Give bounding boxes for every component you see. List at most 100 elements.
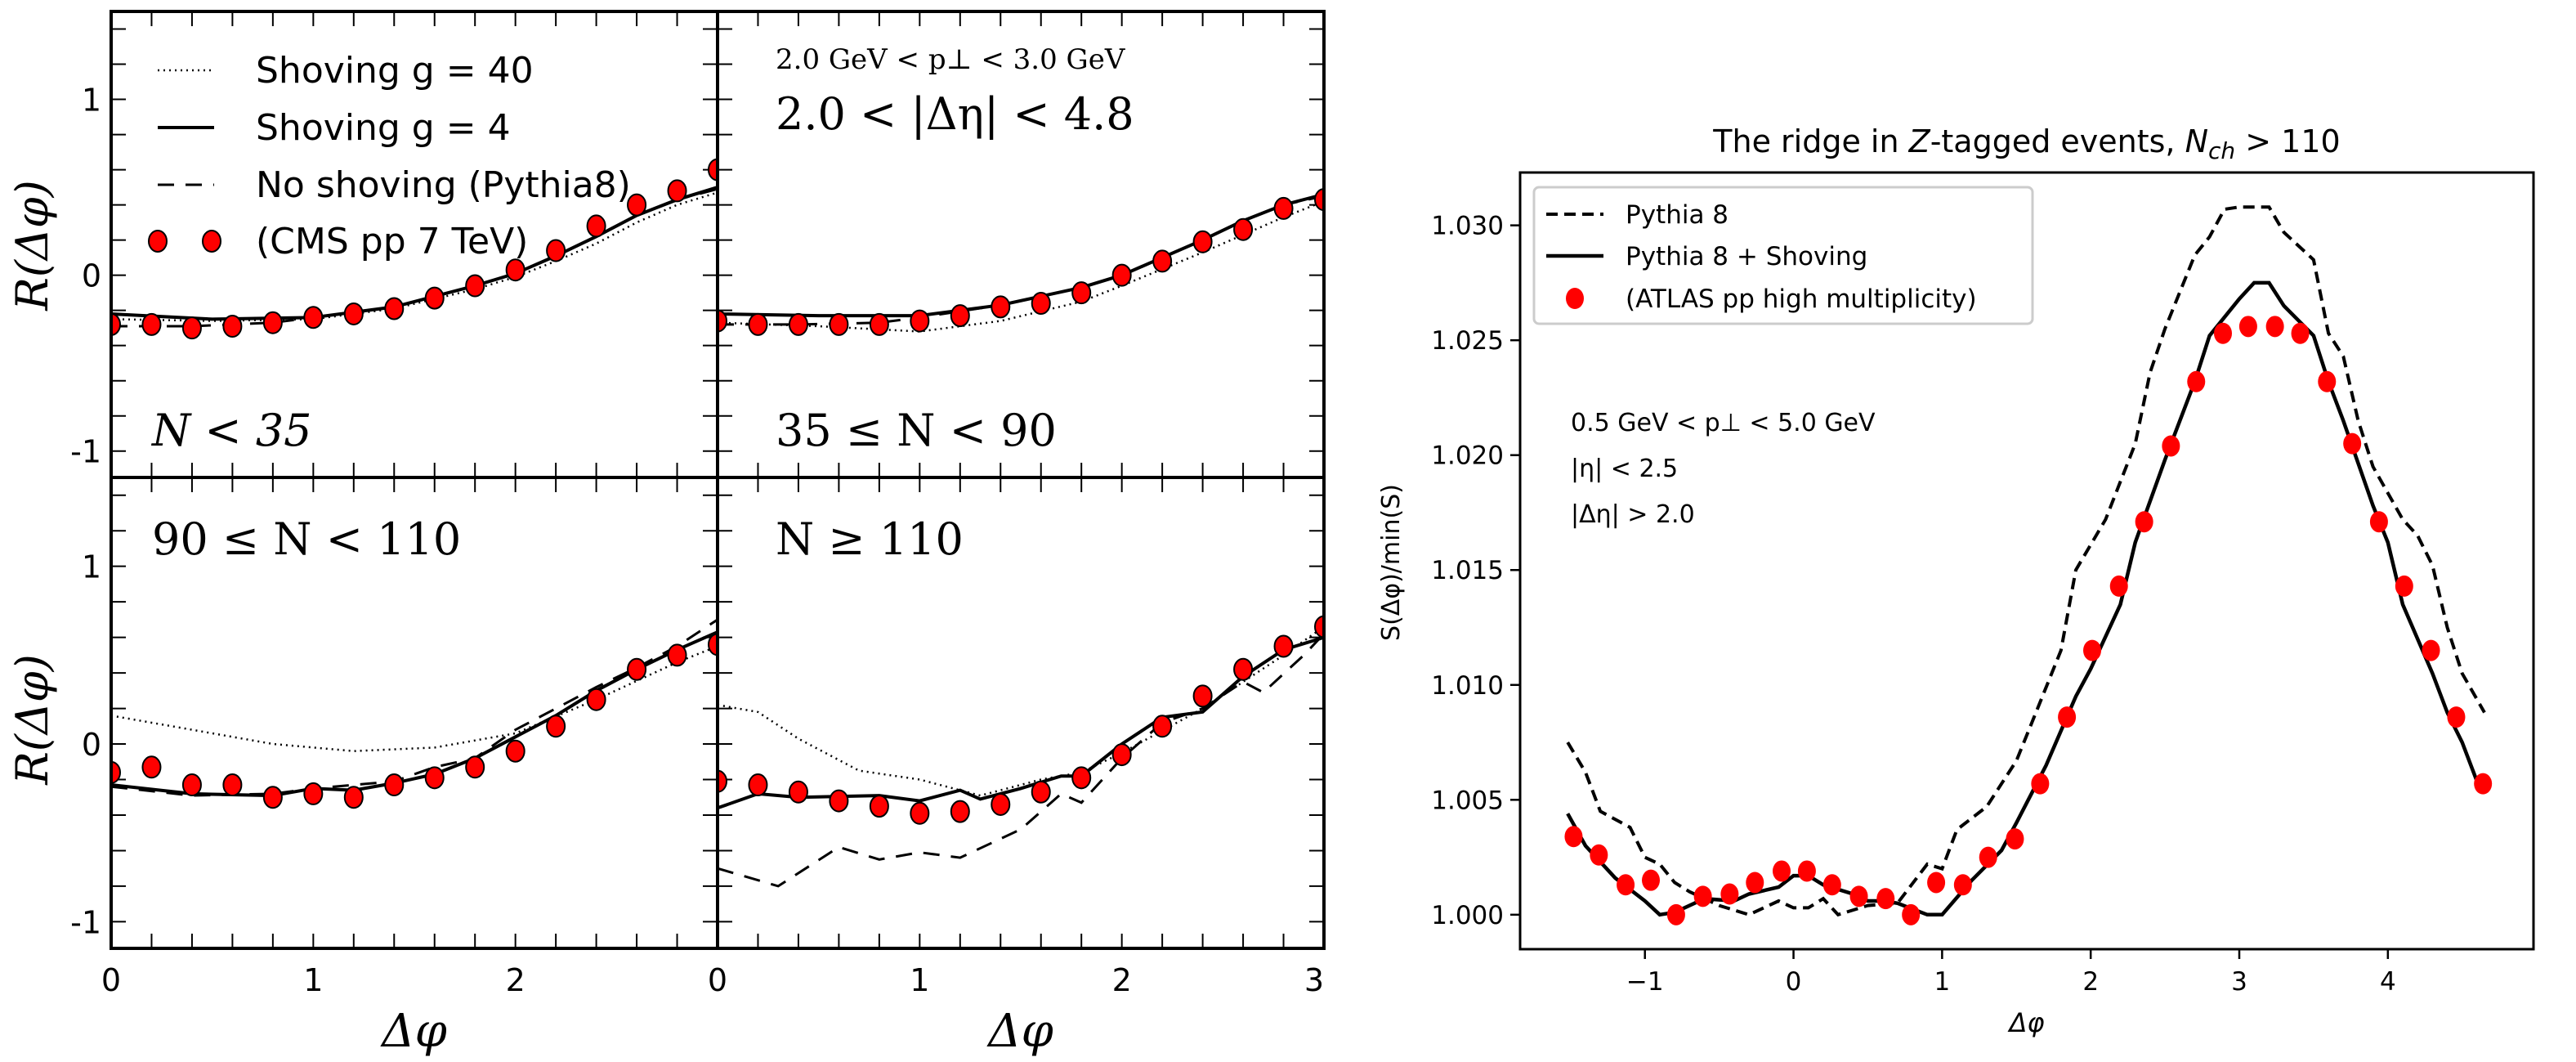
atlas-data-point: [2238, 316, 2257, 338]
atlas-data-point: [1979, 846, 1997, 868]
cms-data-point: [869, 795, 889, 818]
cms-data-point: [991, 295, 1011, 319]
cms-data-point: [303, 782, 324, 805]
cms-data-point: [222, 315, 243, 338]
cms-data-point: [384, 297, 405, 320]
x-tick-label: 3: [2231, 967, 2247, 997]
right-xlabel: Δφ: [2007, 1007, 2045, 1038]
atlas-data-point: [2058, 706, 2077, 728]
cms-data-point: [1233, 217, 1254, 241]
y-tick-label: 0: [82, 258, 101, 294]
annotation-pt: 0.5 GeV < p⊥ < 5.0 GeV: [1571, 409, 1876, 437]
cms-data-point: [262, 311, 283, 334]
legend-label-g4: Shoving g = 4: [256, 107, 511, 149]
cms-data-point: [829, 312, 849, 336]
cms-data-point: [343, 302, 364, 325]
annotation-eta: |η| < 2.5: [1571, 455, 1678, 483]
cms-data-point: [262, 786, 283, 809]
left-xlabel-left: Δφ: [380, 1005, 447, 1058]
atlas-data-point: [2162, 435, 2180, 457]
legend-label-g40: Shoving g = 40: [256, 50, 534, 92]
x-tick-label: 2: [506, 962, 525, 998]
series-shoving-g40: [718, 625, 1324, 797]
cms-data-point: [1273, 196, 1294, 220]
cms-data-point: [465, 755, 485, 779]
cms-data-point: [586, 214, 606, 238]
atlas-data-point: [1797, 860, 1816, 882]
x-tick-label: 0: [708, 962, 727, 998]
atlas-data-point: [2031, 773, 2050, 795]
y-tick-label: 1.030: [1431, 212, 1504, 241]
right-title: The ridge in Z-tagged events, Nch > 110: [1712, 123, 2340, 164]
panel-plot-area: [111, 618, 718, 809]
atlas-data-point: [1746, 872, 1764, 894]
series-no-shoving: [718, 633, 1324, 888]
plot-frame: [1518, 171, 2535, 951]
pt-cut-annotation: 2.0 GeV < p⊥ < 3.0 GeV: [776, 43, 1126, 76]
series-shoving-g40: [111, 645, 718, 752]
legend-label-atlas: (ATLAS pp high multiplicity): [1626, 285, 1977, 314]
cms-data-point: [991, 792, 1011, 816]
x-tick-label: 3: [1304, 962, 1324, 998]
atlas-data-point: [1617, 874, 1635, 896]
y-tick-label: 1.020: [1431, 441, 1504, 471]
cms-data-point: [1314, 188, 1324, 212]
cms-data-point: [1071, 766, 1092, 790]
atlas-data-point: [2318, 370, 2337, 392]
x-tick-label: −1: [1626, 967, 1664, 997]
cms-data-point: [788, 312, 808, 336]
cms-data-point: [343, 786, 364, 809]
atlas-data-point: [2422, 639, 2440, 661]
left-xlabel-right: Δφ: [986, 1005, 1053, 1058]
panel-plot-area: [111, 158, 718, 340]
atlas-data-point: [2109, 575, 2128, 597]
panel-label-4: N ≥ 110: [776, 513, 964, 565]
cms-data-point: [950, 800, 970, 823]
legend-marker: [148, 230, 168, 253]
cms-data-point: [505, 258, 525, 282]
atlas-data-point: [2343, 432, 2362, 455]
cms-data-point: [718, 309, 727, 333]
cms-data-point: [424, 286, 445, 310]
cms-data-point: [181, 773, 202, 797]
y-tick-label: 1: [82, 83, 101, 119]
cms-data-point: [546, 715, 566, 738]
cms-data-point: [1111, 263, 1132, 287]
atlas-data-point: [2083, 639, 2101, 661]
cms-data-point: [181, 316, 202, 340]
atlas-data-point: [2187, 370, 2206, 392]
atlas-data-point: [2006, 828, 2024, 850]
x-tick-label: 2: [1112, 962, 1132, 998]
y-tick-label: 0: [82, 727, 101, 763]
atlas-data-point: [1849, 885, 1868, 907]
cms-data-point: [384, 773, 405, 797]
cms-data-point: [1233, 657, 1254, 681]
x-tick-label: 4: [2380, 967, 2396, 997]
legend-label-cms: (CMS pp 7 TeV): [256, 221, 528, 262]
cms-data-point: [950, 304, 970, 328]
y-tick-label: 1.025: [1431, 326, 1504, 356]
legend-marker: [202, 230, 221, 253]
legend-box: [1532, 186, 2034, 325]
legend-label-pythia: Pythia 8: [1626, 200, 1729, 230]
cms-data-point: [1273, 634, 1294, 658]
y-tick-label: 1: [82, 549, 101, 585]
series-no-shoving: [111, 187, 718, 328]
cms-data-point: [708, 158, 718, 181]
cms-data-point: [1031, 292, 1051, 316]
annotation-deta: |Δη| > 2.0: [1571, 500, 1695, 529]
cms-data-point: [1192, 684, 1213, 708]
series-shoving-g4: [718, 635, 1324, 810]
cms-data-point: [910, 801, 930, 825]
cms-data-point: [141, 755, 162, 779]
cms-data-point: [111, 760, 121, 784]
panel-label-1: N < 35: [150, 405, 312, 456]
panel-1: 1 0 -1: [70, 11, 718, 477]
atlas-data-point: [2214, 322, 2232, 344]
panel-plot-area: [718, 615, 1324, 888]
panel-plot-area: [718, 188, 1324, 336]
left-legend: Shoving g = 40 Shoving g = 4 No shoving …: [148, 50, 631, 262]
atlas-data-point: [2395, 575, 2413, 597]
panel-label-3: 90 ≤ N < 110: [152, 513, 461, 565]
